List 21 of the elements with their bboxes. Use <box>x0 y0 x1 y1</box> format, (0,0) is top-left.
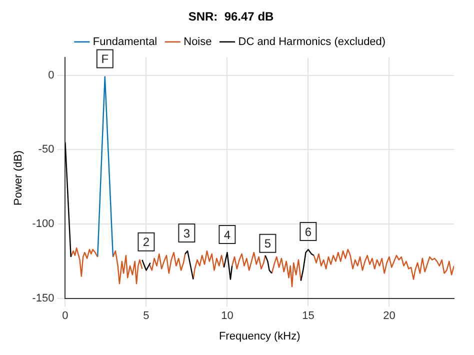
legend-label: DC and Harmonics (excluded) <box>238 36 386 48</box>
y-tick-label: -150 <box>32 292 54 305</box>
x-tick-label: 5 <box>143 310 150 322</box>
annotation: 6 <box>304 224 312 239</box>
annotation: F <box>101 52 109 66</box>
legend-label: Noise <box>184 36 212 48</box>
x-tick-label: 15 <box>302 310 314 322</box>
annotation: 4 <box>224 228 231 242</box>
legend-label: Fundamental <box>92 36 158 48</box>
annotation: 5 <box>264 236 272 251</box>
annotation: 3 <box>183 226 190 240</box>
x-axis-title: Frequency (kHz) <box>218 330 300 342</box>
y-tick-label: -100 <box>32 218 54 230</box>
x-tick-label: 20 <box>383 310 396 322</box>
y-tick-label: 0 <box>48 69 54 82</box>
y-axis-title: Power (dB) <box>12 150 25 206</box>
chart-title: SNR: 96.47 dB <box>188 10 274 24</box>
y-tick-label: -50 <box>38 144 54 156</box>
x-tick-label: 0 <box>62 310 68 322</box>
annotation: 2 <box>142 235 150 250</box>
x-tick-label: 10 <box>221 310 234 322</box>
